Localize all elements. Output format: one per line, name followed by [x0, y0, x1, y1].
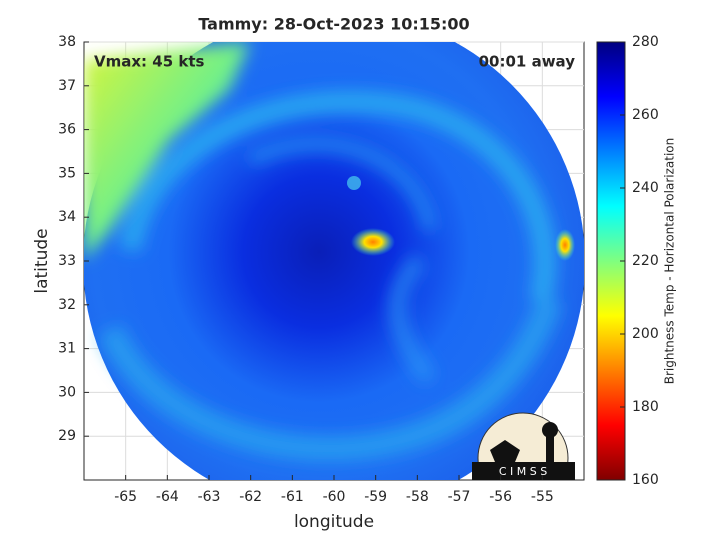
- annotation: Vmax: 45 kts: [94, 53, 204, 71]
- x-tick-label: -63: [198, 489, 221, 505]
- y-tick-label: 37: [58, 78, 76, 94]
- y-tick-label: 36: [58, 122, 76, 138]
- x-tick-label: -60: [323, 489, 346, 505]
- y-tick-label: 33: [58, 253, 76, 269]
- x-tick-label: -57: [448, 489, 471, 505]
- x-tick-label: -55: [531, 489, 554, 505]
- y-axis-label: latitude: [32, 228, 52, 293]
- y-tick-label: 32: [58, 297, 76, 313]
- x-tick-label: -59: [364, 489, 387, 505]
- y-tick-label: 38: [58, 34, 76, 50]
- swath-image: [84, 42, 584, 480]
- x-tick-label: -65: [114, 489, 137, 505]
- colorbar-tick-label: 160: [632, 472, 659, 488]
- colorbar-label: Brightness Temp - Horizontal Polarizatio…: [663, 138, 677, 385]
- colorbar-tick-label: 260: [632, 107, 659, 123]
- y-tick-label: 29: [58, 428, 76, 444]
- annotation: 00:01 away: [479, 53, 576, 71]
- colorbar-tick-label: 240: [632, 180, 659, 196]
- cimss-logo: C I M S S: [472, 412, 575, 480]
- y-tick-label: 30: [58, 384, 76, 400]
- colorbar-tick-label: 220: [632, 253, 659, 269]
- x-tick-label: -64: [156, 489, 179, 505]
- x-tick-label: -61: [281, 489, 304, 505]
- y-tick-label: 34: [58, 209, 76, 225]
- colorbar-tick-label: 180: [632, 399, 659, 415]
- colorbar-tick-label: 280: [632, 34, 659, 50]
- x-axis-label: longitude: [294, 512, 374, 532]
- colorbar-tick-label: 200: [632, 326, 659, 342]
- x-tick-label: -58: [406, 489, 429, 505]
- y-tick-label: 35: [58, 165, 76, 181]
- chart-title: Tammy: 28-Oct-2023 10:15:00: [198, 15, 469, 34]
- logo-text: C I M S S: [499, 465, 547, 478]
- x-tick-label: -56: [489, 489, 512, 505]
- y-tick-label: 31: [58, 341, 76, 357]
- x-tick-label: -62: [239, 489, 262, 505]
